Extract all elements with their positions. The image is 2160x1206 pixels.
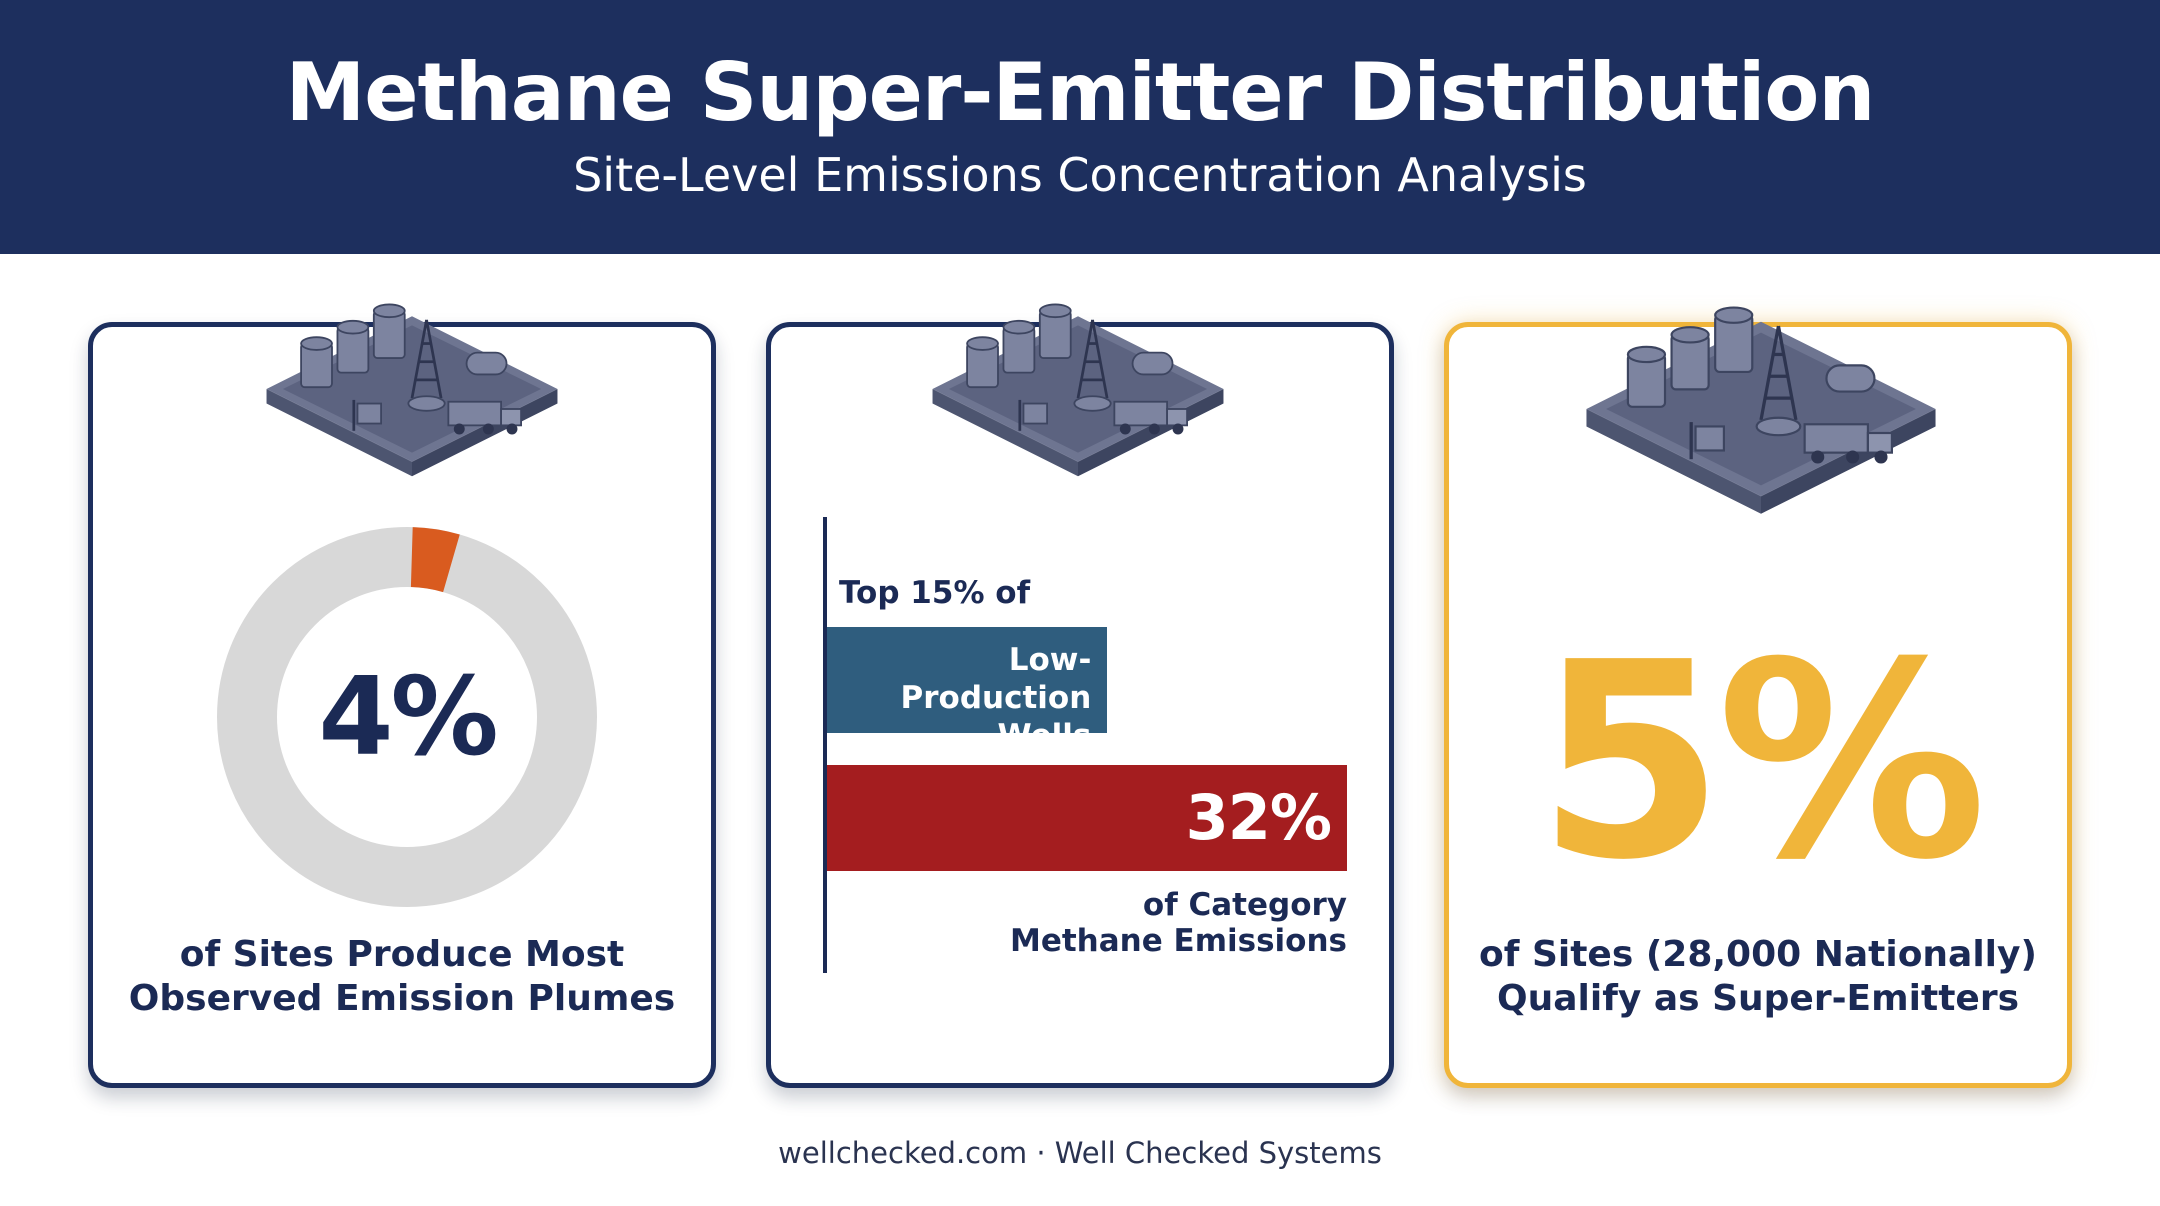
bar-low-production-wells: Low-Production Wells xyxy=(827,627,1108,754)
card1-caption-line1: of Sites Produce Most xyxy=(179,934,625,975)
page-subtitle: Site-Level Emissions Concentration Analy… xyxy=(573,148,1587,202)
donut-slice-highlight xyxy=(409,527,460,593)
bar-methane-emissions: 32% xyxy=(827,765,1347,871)
bar2-caption-line1: of Category xyxy=(1142,887,1347,923)
bar2-value-label: 32% xyxy=(1185,781,1332,854)
bar-axis-line xyxy=(823,517,827,973)
stat-card-super-emitters: 5% of Sites (28,000 Nationally) Qualify … xyxy=(1444,305,2072,1088)
bar1-label-line2: Wells xyxy=(997,718,1092,754)
donut-track xyxy=(217,527,597,907)
card1-caption-line2: Observed Emission Plumes xyxy=(128,978,676,1019)
bar1-label: Low-Production Wells xyxy=(831,641,1092,755)
oil-facility-icon xyxy=(1561,289,1961,529)
stat-card-plumes: 4% of Sites Produce Most Observed Emissi… xyxy=(88,303,716,1088)
card3-caption-line2: Qualify as Super-Emitters xyxy=(1496,978,2020,1019)
donut-chart: 4% xyxy=(217,527,597,907)
footer-credit: wellchecked.com · Well Checked Systems xyxy=(778,1136,1382,1170)
bar2-caption: of Category Methane Emissions xyxy=(927,887,1347,959)
page-title: Methane Super-Emitter Distribution xyxy=(285,46,1876,139)
donut-value-label: 4% xyxy=(318,655,498,780)
oil-facility-icon xyxy=(247,289,577,489)
super-emitter-value: 5% xyxy=(1536,604,1987,919)
stat-card-wells: Top 15% of Low-Production Wells 32% of C… xyxy=(766,303,1394,1088)
header-banner: Methane Super-Emitter Distribution Site-… xyxy=(0,0,2160,254)
bar2-caption-line2: Methane Emissions xyxy=(1009,923,1347,959)
oil-facility-icon xyxy=(913,289,1243,489)
bar-chart: Top 15% of Low-Production Wells 32% of C… xyxy=(823,517,1359,987)
card3-caption-line1: of Sites (28,000 Nationally) xyxy=(1479,934,2037,975)
bar-top-label: Top 15% of xyxy=(839,575,1031,611)
bar1-label-line1: Low-Production xyxy=(900,642,1092,716)
